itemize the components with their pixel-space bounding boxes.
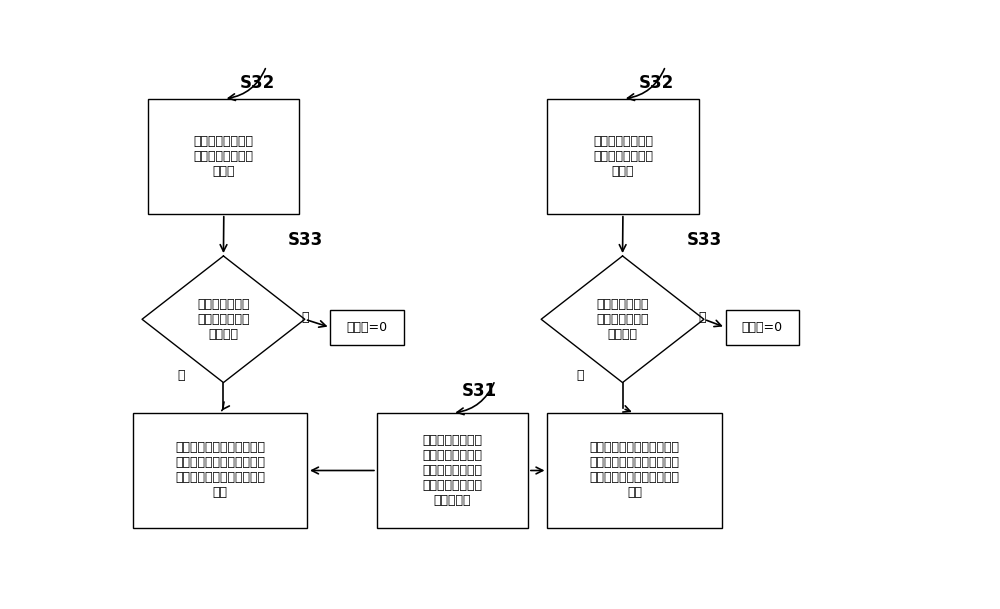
Text: S33: S33 [288, 231, 323, 248]
Text: S32: S32 [240, 74, 275, 93]
Text: 否: 否 [302, 311, 309, 325]
Text: S31: S31 [462, 382, 497, 400]
Text: 根据所述积分值与充油补偿
值的修正参数之间的关系，
获取上限充油补偿值的修正
参数: 根据所述积分值与充油补偿 值的修正参数之间的关系， 获取上限充油补偿值的修正 参… [175, 442, 265, 499]
Text: 是: 是 [576, 369, 584, 382]
Text: 否: 否 [699, 311, 706, 325]
FancyBboxPatch shape [330, 310, 404, 345]
Text: 调整值=0: 调整值=0 [742, 321, 783, 334]
FancyBboxPatch shape [133, 413, 307, 528]
Text: 根据所述积分值与充油补偿
值的修正参数之间的关系，
获取下限充油补偿值的修正
参数: 根据所述积分值与充油补偿 值的修正参数之间的关系， 获取下限充油补偿值的修正 参… [590, 442, 680, 499]
Text: 调整值=0: 调整值=0 [347, 321, 388, 334]
FancyBboxPatch shape [726, 310, 799, 345]
Text: 确定半结合点与所
述积分值的差值的
上限值: 确定半结合点与所 述积分值的差值的 上限值 [194, 135, 254, 178]
Text: S33: S33 [687, 231, 722, 248]
Polygon shape [142, 256, 305, 382]
FancyBboxPatch shape [547, 413, 722, 528]
Text: 是: 是 [177, 369, 185, 382]
Polygon shape [541, 256, 704, 382]
FancyBboxPatch shape [377, 413, 528, 528]
Text: 半结合点与所述
积分值的差值大
于上限值: 半结合点与所述 积分值的差值大 于上限值 [197, 298, 250, 341]
FancyBboxPatch shape [547, 99, 698, 214]
Text: 确定半结合点与所
述积分值的差值的
下限值: 确定半结合点与所 述积分值的差值的 下限值 [593, 135, 653, 178]
Text: 半结合点与所述
积分值的差值小
于下限值: 半结合点与所述 积分值的差值小 于下限值 [596, 298, 649, 341]
Text: S32: S32 [639, 74, 674, 93]
FancyBboxPatch shape [148, 99, 299, 214]
Text: 计算所述调整时长
和所述积分控制时
长内，半结合点与
离合器实际压力之
差的积分值: 计算所述调整时长 和所述积分控制时 长内，半结合点与 离合器实际压力之 差的积分… [422, 434, 482, 507]
